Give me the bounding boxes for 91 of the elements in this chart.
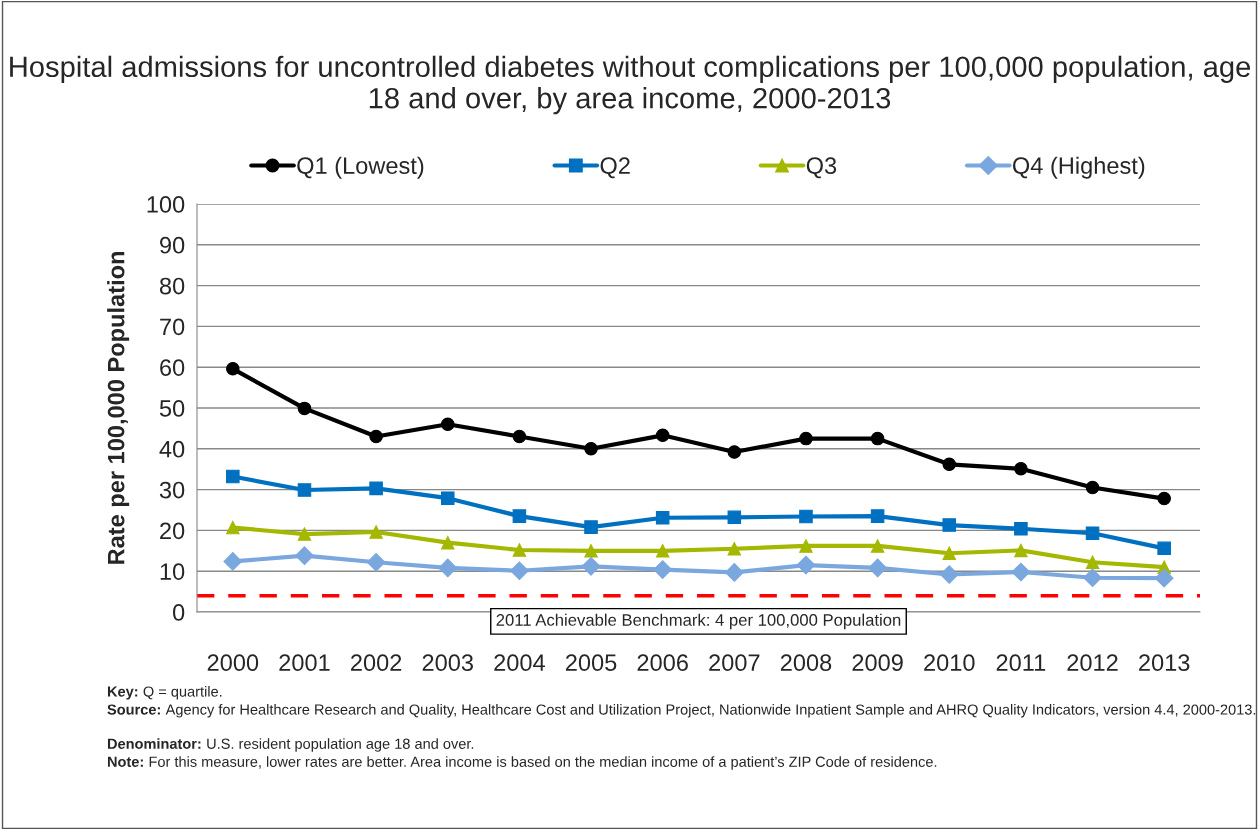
- point: [440, 417, 455, 432]
- point: [868, 558, 887, 578]
- x-tick-label: 2009: [852, 654, 903, 672]
- x-tick-label: 2005: [565, 654, 617, 672]
- x-tick-label: 2007: [709, 654, 760, 672]
- point: [655, 510, 670, 525]
- point: [799, 431, 813, 446]
- y-tick-label: 50: [159, 400, 185, 417]
- x-tick-label: 2006: [637, 654, 688, 672]
- ref-line-label: 2011 Achievable Benchmark: 4 per 100,000 Population: [496, 613, 901, 630]
- text: Note: For this measure, lower rates are better. Area income is based on the median income of a patient’s ZIP Code of residence.: [107, 756, 937, 770]
- y-tick-label: 20: [160, 522, 185, 540]
- point: [1011, 562, 1031, 582]
- x-tick-label: 2013: [1139, 654, 1190, 672]
- text: Key: Q = quartile.: [107, 686, 222, 700]
- point: [1157, 541, 1171, 556]
- y-tick-label: 80: [159, 277, 185, 295]
- y-tick-label: 40: [159, 440, 185, 458]
- point: [724, 563, 744, 582]
- point: [870, 539, 885, 553]
- point: [512, 543, 527, 557]
- legend-label: Q4 (Highest): [1013, 156, 1145, 179]
- point: [727, 541, 742, 556]
- point: [1083, 568, 1102, 588]
- point: [581, 556, 601, 576]
- point: [297, 483, 312, 497]
- point: [939, 565, 959, 584]
- point: [584, 520, 598, 534]
- point: [727, 445, 742, 459]
- point: [1085, 480, 1100, 495]
- x-tick-label: 2003: [422, 654, 473, 672]
- point: [870, 509, 885, 523]
- point: [799, 539, 813, 553]
- point: [796, 555, 816, 575]
- x-tick-label: 2011: [996, 654, 1046, 672]
- point: [1014, 543, 1028, 558]
- point: [297, 527, 312, 541]
- point: [1154, 568, 1174, 588]
- x-tick-label: 2008: [780, 654, 832, 672]
- point: [369, 481, 383, 496]
- point: [510, 561, 529, 581]
- point: [727, 510, 742, 525]
- y-tick-label: 10: [160, 563, 185, 580]
- legend-label: Q3: [806, 157, 837, 179]
- point: [512, 509, 527, 523]
- point: [226, 362, 240, 376]
- point: [369, 525, 383, 539]
- point: [438, 558, 458, 578]
- point: [366, 552, 386, 572]
- legend-label: Q2: [600, 157, 630, 179]
- x-tick-label: 2010: [924, 654, 975, 672]
- point: [440, 535, 455, 550]
- legend-label: Q1 (Lowest): [297, 156, 424, 179]
- point: [226, 520, 240, 535]
- x-tick-label: 2012: [1067, 654, 1118, 672]
- x-tick-label: 2004: [494, 654, 545, 672]
- point: [1014, 462, 1028, 476]
- point: [584, 442, 598, 456]
- y-tick-label: 30: [159, 481, 185, 499]
- point: [870, 431, 885, 446]
- point: [226, 469, 240, 484]
- point: [297, 401, 312, 416]
- x-tick-label: 2002: [351, 654, 402, 672]
- y-axis-title: Rate per 100,000 Population: [107, 251, 130, 564]
- y-tick-label: 100: [147, 196, 185, 213]
- y-tick-label: 60: [160, 359, 185, 376]
- chart-title: Hospital admissions for uncontrolled diabetes without complications per 100,000 population, age 18 and over, by area income, 2000-2013: [10, 55, 1251, 115]
- point: [942, 518, 957, 532]
- point: [653, 560, 673, 579]
- y-tick-label: 0: [172, 604, 185, 621]
- point: [942, 457, 957, 472]
- point: [1014, 522, 1028, 536]
- text: Denominator: U.S. resident population age 18 and over.: [107, 738, 474, 752]
- point: [440, 491, 455, 505]
- point: [369, 429, 383, 444]
- point: [1085, 555, 1100, 569]
- source-note: Source: Agency for Healthcare Research and Quality, Healthcare Cost and Utilization Project, Nationwide Inpatient Sample and AHRQ Quality Indicators, version 4.4, 2000-2013.: [107, 704, 1256, 718]
- y-tick-label: 90: [160, 236, 185, 254]
- point: [1085, 526, 1100, 541]
- point: [655, 428, 670, 443]
- x-tick-label: 2001: [279, 654, 330, 672]
- point: [223, 552, 243, 571]
- point: [942, 546, 957, 561]
- point: [799, 509, 813, 524]
- point: [1157, 491, 1171, 506]
- point: [512, 429, 527, 444]
- point: [295, 546, 314, 566]
- x-tick-label: 2000: [207, 654, 259, 672]
- point: [655, 544, 670, 558]
- point: [584, 544, 598, 558]
- y-tick-label: 70: [160, 318, 185, 336]
